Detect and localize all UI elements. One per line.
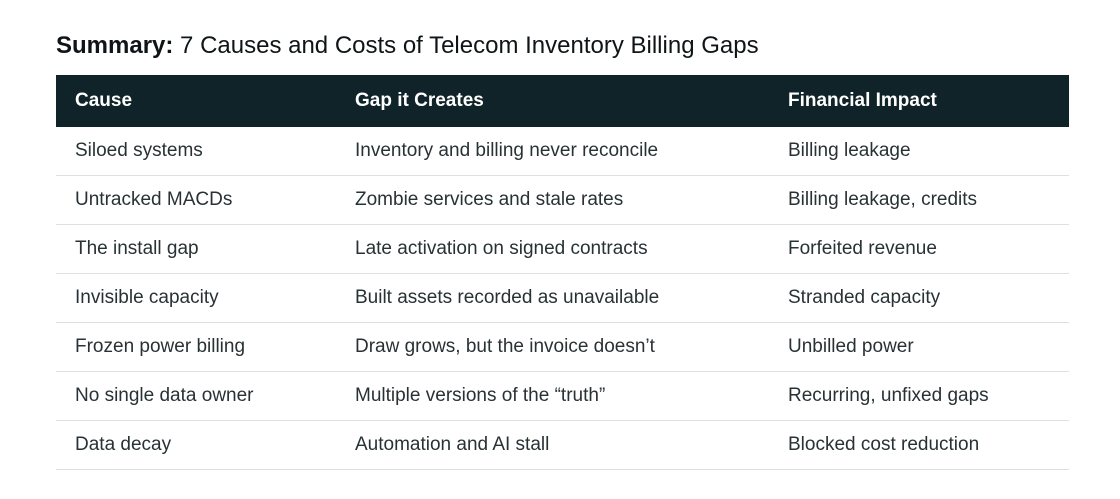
cell-cause: Siloed systems <box>75 140 203 161</box>
summary-table: Cause Gap it Creates Financial Impact Si… <box>56 75 1069 470</box>
table-row: Frozen power billing Draw grows, but the… <box>56 323 1069 372</box>
cell-cause: Data decay <box>75 434 172 455</box>
cell-gap: Draw grows, but the invoice doesn’t <box>355 336 655 357</box>
page-title: Summary: 7 Causes and Costs of Telecom I… <box>56 30 759 62</box>
header-gap: Gap it Creates <box>355 90 484 111</box>
cell-cause: Frozen power billing <box>75 336 246 357</box>
table-row: Data decay Automation and AI stall Block… <box>56 421 1069 470</box>
table-row: No single data owner Multiple versions o… <box>56 372 1069 421</box>
table-header: Cause Gap it Creates Financial Impact <box>56 75 1069 127</box>
cell-cause: No single data owner <box>75 385 254 406</box>
cell-impact: Blocked cost reduction <box>788 434 980 455</box>
cell-impact: Billing leakage, credits <box>788 189 978 210</box>
cell-impact: Billing leakage <box>788 140 911 161</box>
cell-impact: Unbilled power <box>788 336 914 357</box>
title-label: Summary: <box>56 32 174 59</box>
cell-gap: Zombie services and stale rates <box>355 189 624 210</box>
cell-gap: Automation and AI stall <box>355 434 550 455</box>
cell-cause: Untracked MACDs <box>75 189 233 210</box>
title-text: 7 Causes and Costs of Telecom Inventory … <box>180 32 759 59</box>
header-cause: Cause <box>75 90 133 111</box>
header-impact: Financial Impact <box>788 90 937 111</box>
cell-impact: Forfeited revenue <box>788 238 937 259</box>
cell-gap: Multiple versions of the “truth” <box>355 385 606 406</box>
table-row: Untracked MACDs Zombie services and stal… <box>56 176 1069 225</box>
cell-cause: The install gap <box>75 238 199 259</box>
cell-gap: Built assets recorded as unavailable <box>355 287 660 308</box>
cell-gap: Inventory and billing never reconcile <box>355 140 659 161</box>
cell-impact: Stranded capacity <box>788 287 941 308</box>
table-row: Invisible capacity Built assets recorded… <box>56 274 1069 323</box>
table-row: The install gap Late activation on signe… <box>56 225 1069 274</box>
table-row: Siloed systems Inventory and billing nev… <box>56 127 1069 176</box>
cell-cause: Invisible capacity <box>75 287 219 308</box>
cell-impact: Recurring, unfixed gaps <box>788 385 989 406</box>
cell-gap: Late activation on signed contracts <box>355 238 648 259</box>
